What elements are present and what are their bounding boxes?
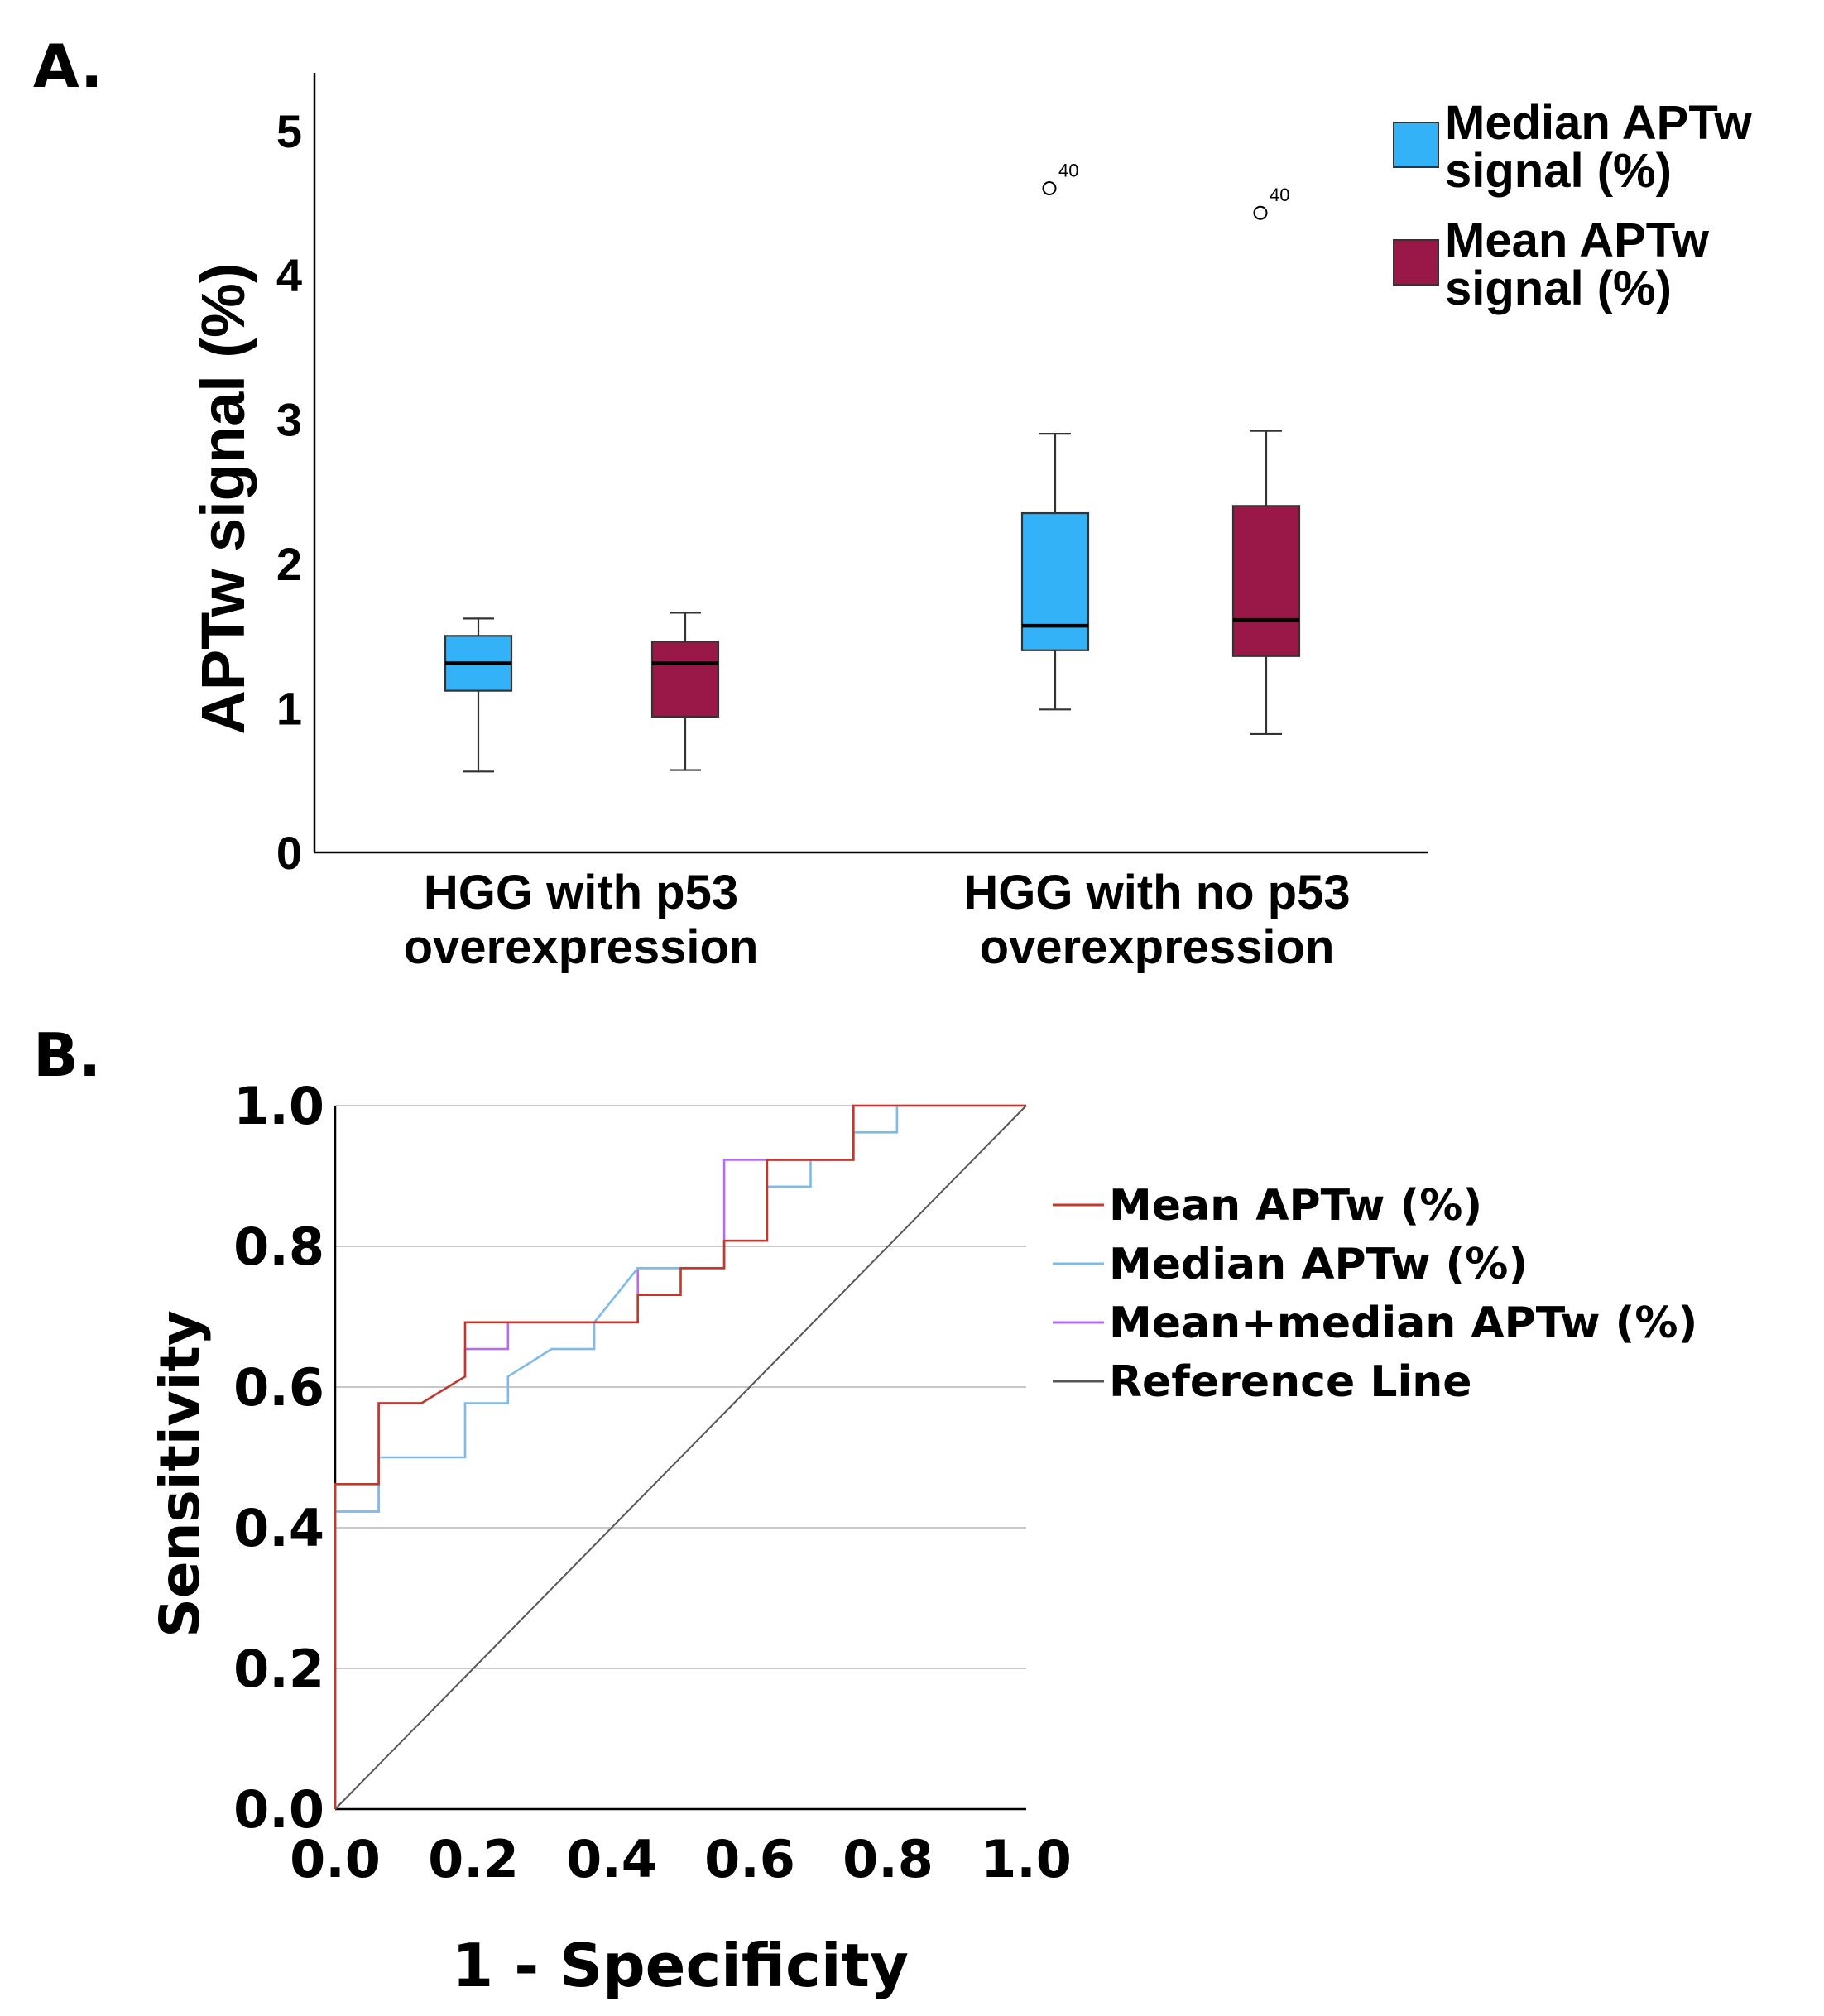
- outlier-point: [1253, 205, 1268, 220]
- panel-a-box-group: 40: [1020, 161, 1090, 711]
- panel-b-y-tick-label: 0.0: [233, 1779, 324, 1840]
- panel-a-box-group: [444, 617, 513, 773]
- panel-a-y-tick-label: 3: [276, 394, 302, 446]
- panel-a-boxes: 40 40: [444, 161, 1301, 773]
- panel-b-x-tick-label: 0.2: [428, 1829, 519, 1889]
- panel-b-y-tick-label: 0.6: [233, 1357, 324, 1418]
- legend-label: Mean+median APTw (%): [1109, 1298, 1697, 1348]
- legend-swatch: [1393, 239, 1439, 286]
- panel-b-x-tick-label: 0.0: [290, 1829, 381, 1889]
- outlier-label: 40: [1058, 161, 1078, 181]
- panel-b-y-tick-label: 0.2: [233, 1639, 324, 1699]
- legend-label: Mean APTw (%): [1109, 1181, 1482, 1231]
- series-line: [334, 1104, 1026, 1809]
- panel-b-y-tick-label: 1.0: [233, 1076, 324, 1136]
- panel-b-grid: [335, 1105, 1026, 1669]
- panel-a-category-label: HGG with no p53 overexpression: [963, 866, 1350, 974]
- box: [1231, 505, 1301, 657]
- legend-label: Median APTw (%): [1109, 1240, 1528, 1289]
- panel-a-y-tick-label: 4: [276, 249, 302, 301]
- panel-b-legend: Mean APTw (%) Median APTw (%) Mean+median …: [1053, 1181, 1697, 1407]
- panel-b-label: B.: [33, 1020, 101, 1090]
- panel-b-y-tick-label: 0.4: [233, 1498, 324, 1558]
- panel-b-x-tick-label: 0.8: [842, 1829, 934, 1889]
- panel-b-x-label: 1 - Specificity: [452, 1931, 909, 2000]
- series-line: [334, 1105, 1027, 1810]
- panel-a-y-label: APTw signal (%): [189, 263, 257, 735]
- panel-b-lines: [334, 1104, 1027, 1810]
- legend-label: Mean APTw signal (%): [1445, 214, 1710, 315]
- outlier-label: 40: [1270, 185, 1289, 205]
- panel-a-label: A.: [33, 31, 103, 101]
- panel-a-box-group: [650, 612, 720, 771]
- panel-a-y-tick-label: 1: [276, 683, 302, 735]
- panel-a-legend: Median APTw signal (%) Mean APTw signal (%): [1393, 96, 1752, 315]
- legend-label: Median APTw signal (%): [1445, 96, 1752, 198]
- box: [650, 641, 720, 718]
- legend-swatch: [1393, 122, 1439, 168]
- panel-a-y-tick-label: 0: [276, 827, 302, 879]
- panel-a-category-label: HGG with p53 overexpression: [404, 866, 759, 974]
- panel-b-x-tick-label: 1.0: [981, 1829, 1072, 1889]
- panel-b-x-ticks: 0.0 0.2 0.4 0.6 0.8 1.0: [290, 1829, 1072, 1889]
- panel-b-x-tick-label: 0.4: [566, 1829, 657, 1889]
- panel-b-roc: 0.0 0.2 0.4 0.6 0.8 1.0 0.0 0.2 0.4 0.6 0.8 1.0 Se…: [148, 1076, 1697, 2000]
- panel-a-categories: HGG with p53 overexpression HGG with no p5…: [404, 866, 1351, 974]
- panel-a-y-tick-label: 2: [276, 538, 302, 590]
- outlier-point: [1042, 181, 1057, 196]
- panel-a-y-tick-label: 5: [276, 105, 302, 157]
- panel-b-y-tick-label: 0.8: [233, 1217, 324, 1277]
- legend-label: Reference Line: [1109, 1357, 1472, 1407]
- panel-a-box-group: 40: [1231, 185, 1301, 736]
- box: [1020, 511, 1090, 651]
- panel-b-x-tick-label: 0.6: [704, 1829, 795, 1889]
- panel-b-y-label: Sensitivity: [148, 1310, 212, 1638]
- panel-a-boxplot: APTw signal (%) 0 1 2 3 4 5 HGG with p53 overe…: [189, 73, 1752, 974]
- panel-a-y-ticks: 0 1 2 3 4 5: [276, 105, 302, 879]
- panel-b-y-ticks: 0.0 0.2 0.4 0.6 0.8 1.0: [233, 1076, 324, 1840]
